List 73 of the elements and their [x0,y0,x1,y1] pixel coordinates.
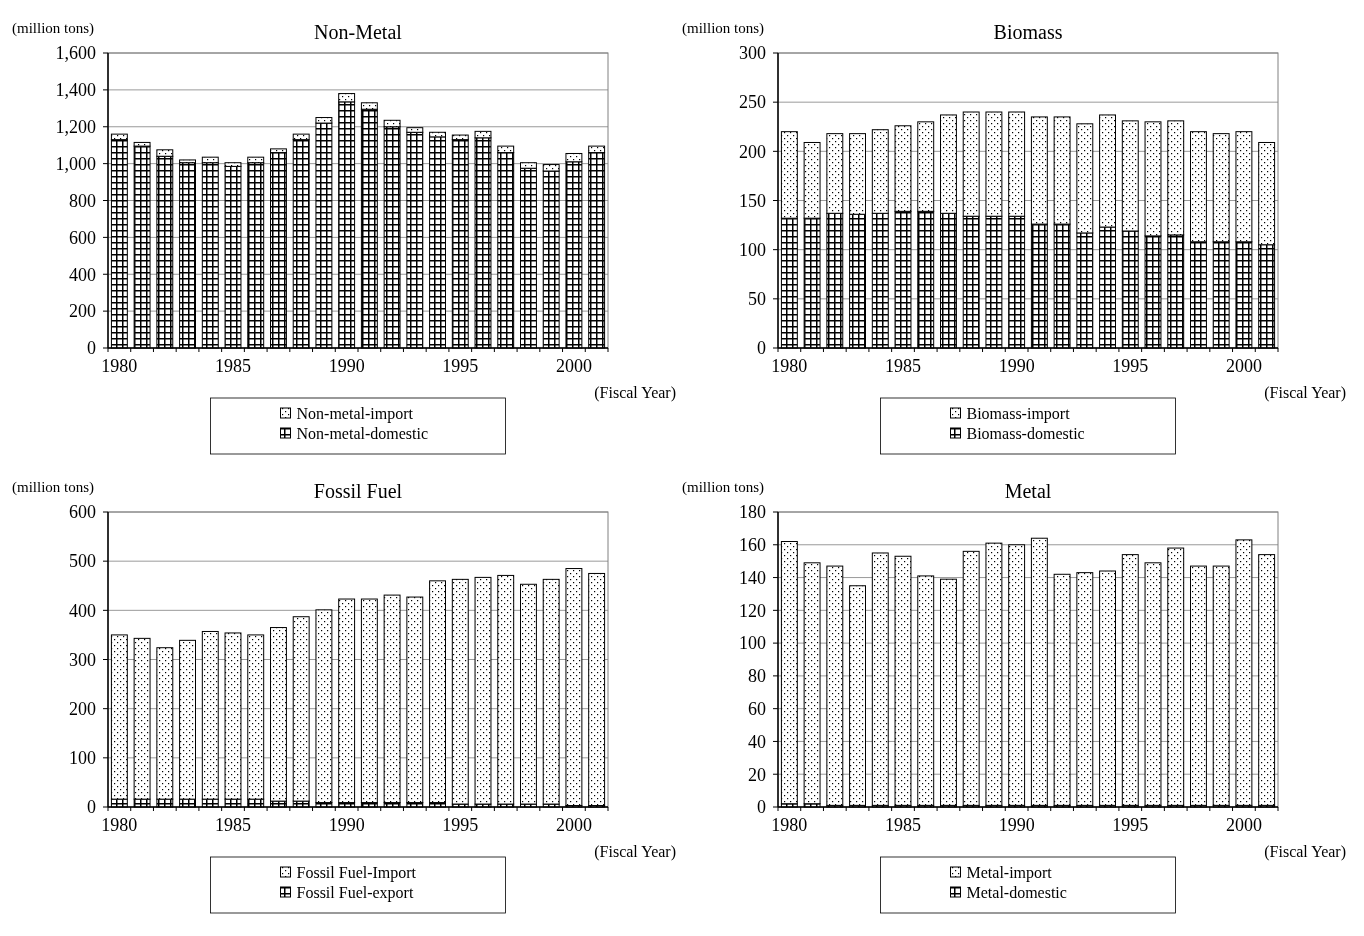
y-tick-label: 1,600 [55,43,96,64]
x-tick-label: 1990 [998,815,1035,835]
chart-title: Biomass [993,21,1063,43]
x-tick-label: 1980 [771,815,808,835]
y-tick-label: 800 [69,190,96,211]
y-axis-title: (million tons) [12,479,95,496]
y-tick-label: 40 [748,731,766,752]
legend-label: Non-metal-import [296,404,414,423]
x-tick-label: 2000 [1225,815,1262,835]
y-tick-label: 250 [739,92,766,113]
x-tick-label: 1980 [101,356,138,376]
y-tick-label: 0 [87,338,96,359]
x-tick-label: 1990 [328,356,365,376]
x-tick-label: 2000 [555,356,592,376]
legend-label: Biomass-domestic [966,424,1085,442]
x-tick-label: 1985 [885,815,921,835]
y-axis-title: (million tons) [682,479,765,496]
x-tick-label: 2000 [555,815,592,835]
y-tick-label: 400 [69,264,96,285]
y-tick-label: 0 [757,338,766,359]
y-tick-label: 60 [748,698,766,719]
y-tick-label: 500 [69,551,96,572]
y-tick-label: 400 [69,600,96,621]
y-tick-label: 0 [87,797,96,818]
y-tick-label: 180 [739,502,766,523]
x-tick-label: 1980 [101,815,138,835]
y-tick-label: 80 [748,666,766,687]
y-tick-label: 100 [69,748,96,769]
x-axis-title: (Fiscal Year) [1264,384,1346,402]
x-tick-label: 1995 [1112,356,1149,376]
legend-label: Fossil Fuel-export [296,883,414,902]
legend-label: Metal-domestic [966,883,1067,901]
chart-title: Fossil Fuel [313,480,403,502]
y-tick-label: 200 [69,301,96,322]
y-axis-title: (million tons) [12,20,95,37]
y-axis-title: (million tons) [682,20,765,37]
y-tick-label: 600 [69,502,96,523]
y-tick-label: 600 [69,227,96,248]
legend-label: Non-metal-domestic [296,424,429,442]
y-tick-label: 1,400 [55,80,96,101]
y-tick-label: 300 [739,43,766,64]
x-tick-label: 1980 [771,356,808,376]
y-tick-label: 1,200 [55,117,96,138]
x-tick-label: 1995 [442,356,479,376]
y-tick-label: 20 [748,764,766,785]
x-tick-label: 1990 [998,356,1035,376]
x-tick-label: 1985 [885,356,921,376]
chart-title: Metal [1004,480,1052,502]
x-tick-label: 1985 [215,356,251,376]
y-tick-label: 200 [69,698,96,719]
x-tick-label: 1990 [328,815,365,835]
y-tick-label: 100 [739,633,766,654]
y-tick-label: 140 [739,567,766,588]
legend-label: Metal-import [966,863,1053,882]
y-tick-label: 150 [739,190,766,211]
x-axis-title: (Fiscal Year) [594,384,676,402]
x-axis-title: (Fiscal Year) [594,843,676,861]
y-tick-label: 50 [748,289,766,310]
y-tick-label: 200 [739,141,766,162]
x-axis-title: (Fiscal Year) [1264,843,1346,861]
y-tick-label: 100 [739,239,766,260]
chart-title: Non-Metal [314,21,403,43]
y-tick-label: 0 [757,797,766,818]
y-tick-label: 160 [739,535,766,556]
x-tick-label: 1995 [1112,815,1149,835]
x-tick-label: 1985 [215,815,251,835]
x-tick-label: 1995 [442,815,479,835]
y-tick-label: 300 [69,649,96,670]
legend-label: Fossil Fuel-Import [296,863,417,882]
y-tick-label: 120 [739,600,766,621]
legend-label: Biomass-import [966,404,1071,423]
y-tick-label: 1,000 [55,153,96,174]
x-tick-label: 2000 [1225,356,1262,376]
